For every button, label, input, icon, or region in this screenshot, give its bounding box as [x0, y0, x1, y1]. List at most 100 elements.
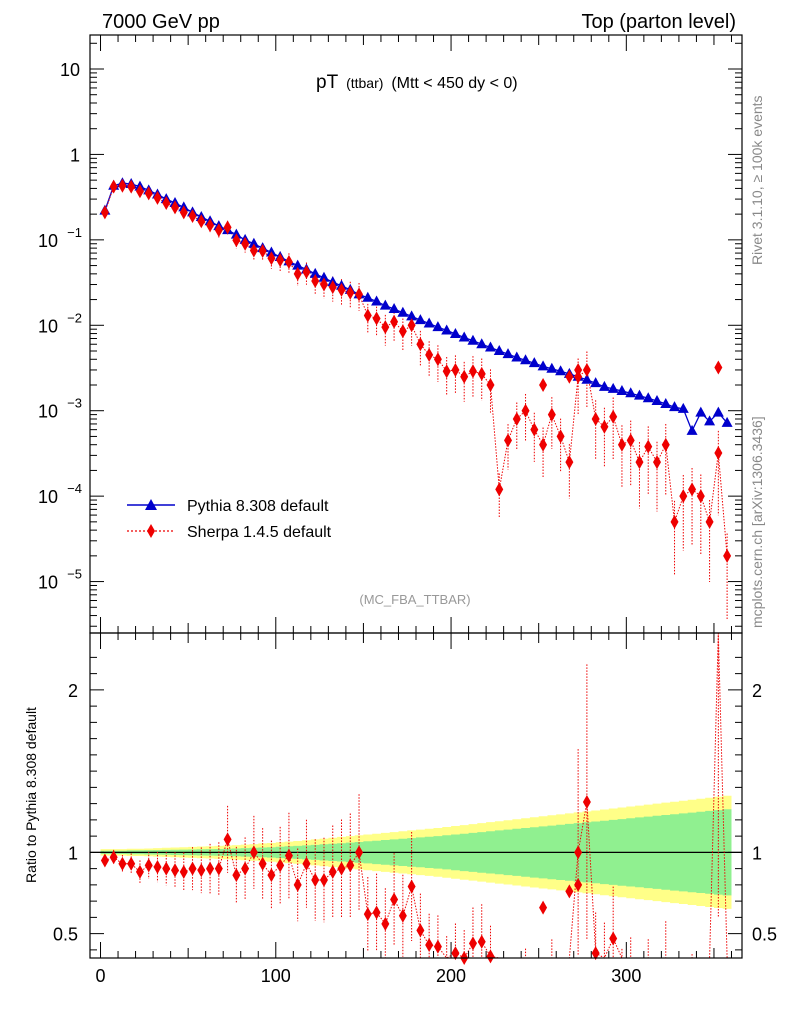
pythia-point — [616, 385, 628, 396]
pythia-point — [309, 267, 321, 278]
sherpa-point — [258, 244, 267, 259]
sherpa-point-extra — [714, 360, 723, 375]
pythia-point — [467, 334, 479, 345]
ratio-point — [574, 845, 583, 860]
legend-label-sherpa: Sherpa 1.4.5 default — [187, 524, 332, 541]
sherpa-point — [100, 205, 109, 220]
pythia-point — [449, 328, 461, 339]
ratio-point — [433, 939, 442, 954]
ratio-point — [346, 858, 355, 873]
pythia-point — [414, 314, 426, 325]
pythia-point — [493, 344, 505, 355]
sherpa-point — [109, 179, 118, 194]
sherpa-point — [267, 251, 276, 266]
ratio-point — [355, 845, 364, 860]
pythia-point — [598, 380, 610, 391]
chart-title: pT (ttbar) (Mtt < 450 dy < 0) — [316, 72, 518, 93]
y-tick-label: 10 — [38, 402, 58, 422]
pythia-point — [686, 424, 698, 435]
sherpa-point — [635, 455, 644, 470]
ratio-point — [214, 861, 223, 876]
ratio-point — [258, 856, 267, 871]
sherpa-point — [416, 337, 425, 352]
ratio-band-group — [90, 795, 742, 909]
legend: Pythia 8.308 default Sherpa 1.4.5 defaul… — [127, 498, 332, 541]
sherpa-point — [442, 364, 451, 379]
ratio-point — [302, 856, 311, 871]
sherpa-point — [565, 455, 574, 470]
sherpa-point — [337, 282, 346, 297]
sherpa-point — [609, 409, 618, 424]
top-panel — [99, 177, 733, 621]
ratio-point — [398, 908, 407, 923]
sherpa-point — [626, 433, 635, 448]
sherpa-point — [539, 437, 548, 452]
y-tick-label: 10 — [38, 573, 58, 593]
ratio-point-extra — [539, 900, 548, 915]
sherpa-point — [372, 311, 381, 326]
pythia-point — [511, 351, 523, 362]
sherpa-point — [705, 514, 714, 529]
ratio-point — [232, 868, 241, 883]
pythia-point — [371, 295, 383, 306]
sherpa-point — [293, 266, 302, 281]
ratio-series-group — [100, 632, 728, 965]
pythia-point — [528, 357, 540, 368]
pythia-point — [704, 415, 716, 426]
sherpa-point — [302, 265, 311, 280]
ratio-point — [118, 856, 127, 871]
sherpa-point — [381, 320, 390, 335]
pythia-point — [546, 362, 558, 373]
y-tick-label: 10 — [60, 60, 80, 80]
pythia-point — [669, 401, 681, 412]
sherpa-point — [661, 437, 670, 452]
y-tick-label: 10 — [38, 231, 58, 251]
ratio-axes: 0 100 200 300 0.5 0.5 1 1 2 2 — [53, 633, 777, 986]
ratio-point — [425, 938, 434, 952]
ratio-line — [104, 632, 728, 959]
pythia-point — [388, 303, 400, 314]
y-tick-label-exp: −3 — [67, 396, 82, 411]
y-tick-label-exp: −4 — [67, 481, 82, 496]
sherpa-point — [670, 514, 679, 529]
x-tick-label: 200 — [436, 966, 466, 986]
pythia-point — [607, 382, 619, 393]
y-tick-label-exp: −2 — [67, 310, 82, 325]
ratio-point — [179, 864, 188, 879]
sherpa-point — [355, 287, 364, 302]
ratio-point — [276, 858, 285, 873]
sherpa-point — [723, 548, 732, 563]
ratio-point — [468, 936, 477, 951]
sherpa-point — [425, 347, 434, 362]
ratio-point — [328, 864, 337, 879]
sherpa-point — [214, 223, 223, 238]
ratio-point — [451, 946, 460, 961]
y-tick-label: 10 — [38, 487, 58, 507]
pythia-point — [695, 406, 707, 417]
ratio-point — [197, 863, 206, 878]
ratio-y-tick-label: 1 — [68, 843, 78, 863]
sherpa-point — [398, 324, 407, 339]
pythia-point — [651, 394, 663, 405]
y-tick-label: 1 — [70, 145, 80, 165]
ratio-point — [337, 861, 346, 876]
sherpa-point — [276, 253, 285, 268]
pythia-point — [292, 259, 304, 270]
ratio-point — [311, 873, 320, 887]
sherpa-point — [346, 285, 355, 300]
sherpa-point — [696, 489, 705, 504]
pythia-point — [502, 348, 514, 359]
ratio-y-tick-label-right: 0.5 — [752, 925, 777, 945]
sherpa-point — [582, 362, 591, 377]
ratio-point — [100, 853, 109, 868]
sherpa-point — [521, 403, 530, 418]
pythia-point — [660, 397, 672, 408]
sherpa-point — [644, 439, 653, 454]
sherpa-point — [556, 429, 565, 444]
sherpa-point — [249, 243, 258, 258]
y-tick-label: 10 — [38, 316, 58, 336]
ratio-point — [109, 850, 118, 865]
pythia-point — [362, 291, 374, 302]
pythia-point — [476, 338, 488, 349]
ratio-point — [188, 861, 197, 876]
